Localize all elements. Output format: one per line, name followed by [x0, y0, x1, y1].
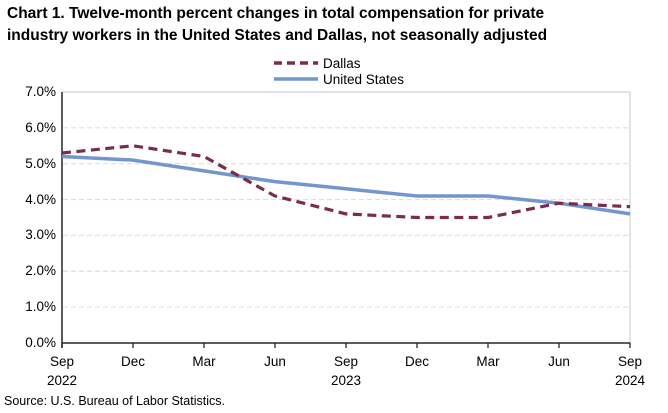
y-axis-tick-label: 4.0%: [25, 191, 56, 207]
x-axis-tick-label: Dec: [120, 354, 145, 369]
x-axis-tick-label: Jun: [548, 354, 570, 369]
y-axis-tick-label: 2.0%: [25, 263, 56, 279]
x-axis-tick-label: Mar: [476, 354, 500, 369]
chart-legend: Dallas United States: [273, 55, 404, 87]
x-axis-year-label: 2023: [330, 373, 362, 388]
chart-title-line1: Chart 1. Twelve-month percent changes in…: [7, 5, 545, 22]
x-axis-tick-label: Sep: [49, 354, 75, 369]
x-axis-tick-label: Mar: [192, 354, 216, 369]
legend-item-dallas: Dallas: [273, 55, 404, 71]
y-axis-tick-label: 0.0%: [25, 335, 56, 350]
legend-item-united-states: United States: [273, 71, 404, 87]
y-axis-tick-label: 5.0%: [25, 155, 56, 171]
y-axis-tick-label: 3.0%: [25, 227, 56, 243]
x-axis-tick-label: Sep: [333, 354, 359, 369]
x-axis-tick-label: Sep: [617, 354, 643, 369]
source-note: Source: U.S. Bureau of Labor Statistics.: [4, 394, 225, 408]
dallas-dashed-line-swatch: [274, 61, 318, 65]
x-axis-tick-label: Jun: [264, 354, 286, 369]
united-states-solid-line-swatch: [274, 77, 318, 81]
y-axis-tick-label: 6.0%: [25, 119, 56, 135]
chart-title: Chart 1. Twelve-month percent changes in…: [7, 3, 547, 47]
y-axis-tick-label: 7.0%: [25, 84, 56, 99]
legend-label-united-states: United States: [323, 71, 405, 87]
x-axis-year-label: 2022: [46, 373, 78, 388]
legend-label-dallas: Dallas: [323, 55, 361, 71]
series-line-dallas: [61, 144, 631, 220]
series-line-united-states: [61, 154, 631, 216]
y-axis-tick-label: 1.0%: [25, 299, 56, 315]
x-axis-tick-label: Dec: [404, 354, 429, 369]
chart-title-line2: industry workers in the United States an…: [7, 27, 548, 44]
x-axis-year-label: 2024: [614, 373, 646, 388]
